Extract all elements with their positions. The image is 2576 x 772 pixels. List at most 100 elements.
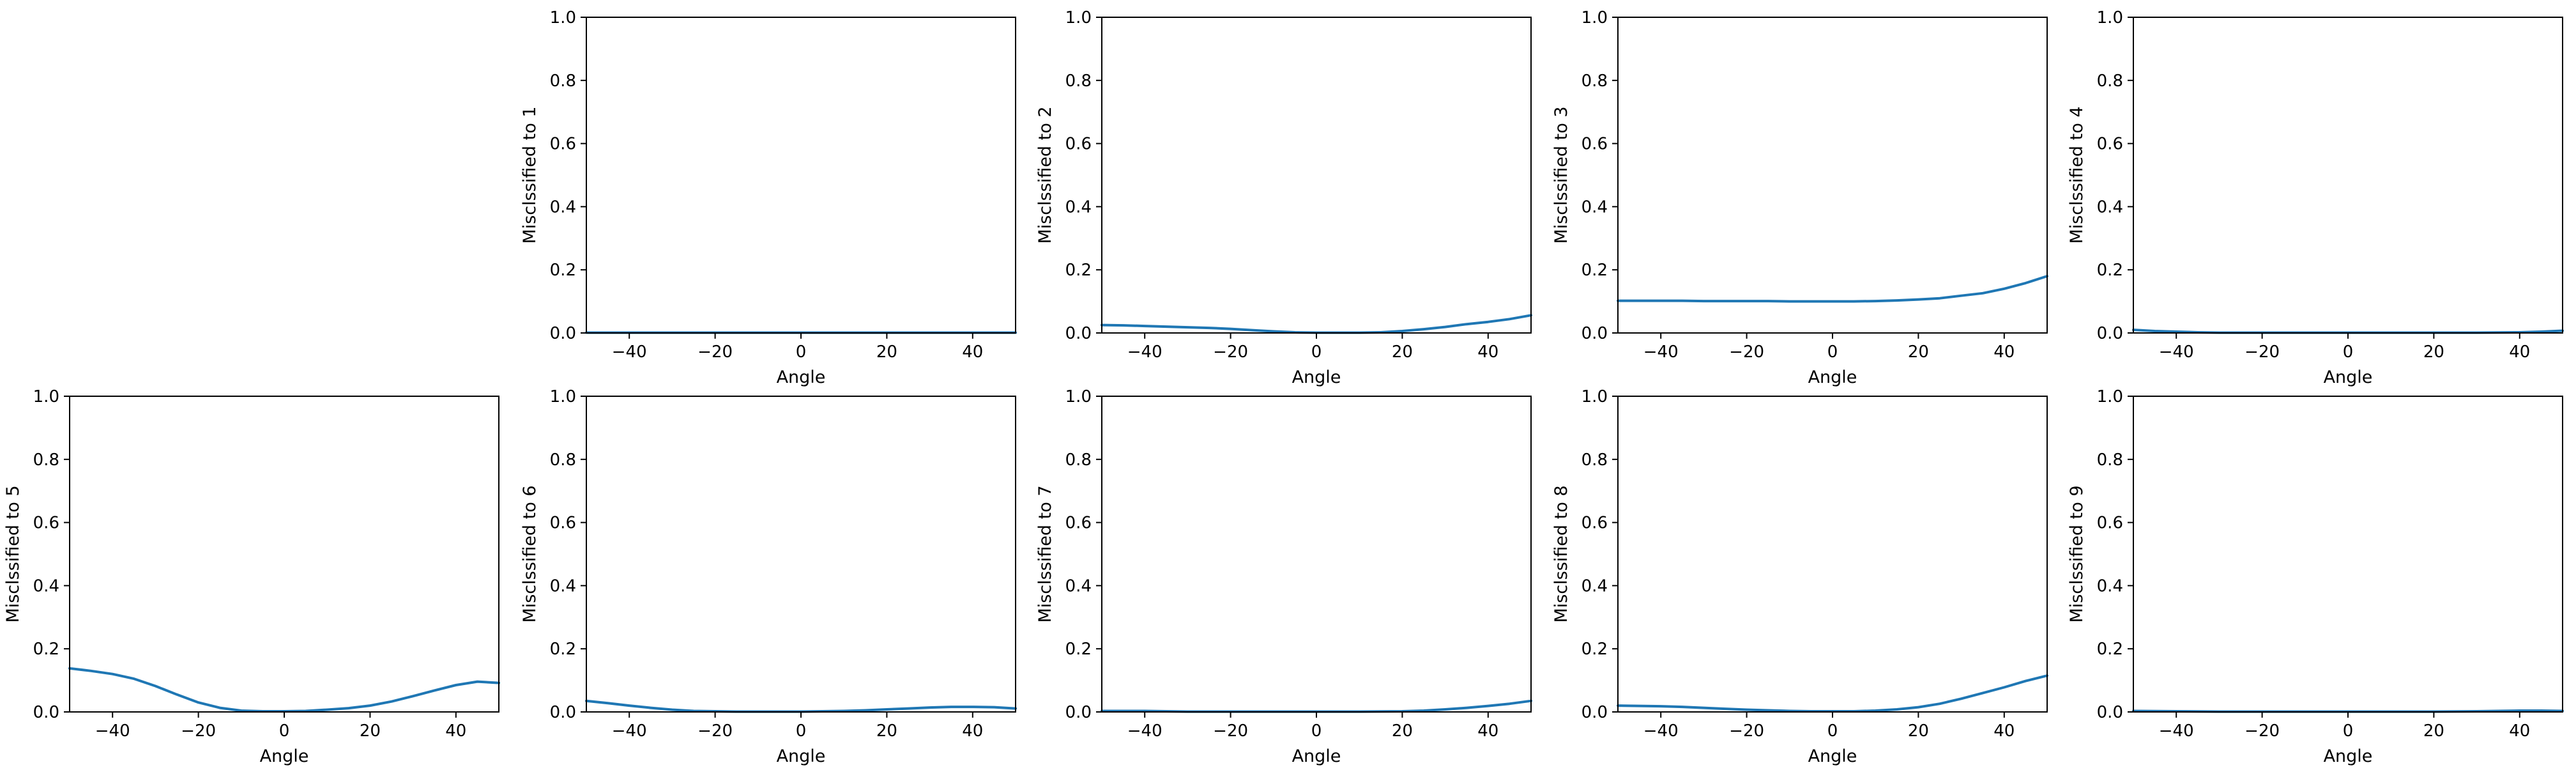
chart-6-y-tick-label: 0.8 [550, 451, 576, 470]
chart-9-axes-frame [2133, 396, 2563, 713]
chart-7-y-tick-label: 0.6 [1065, 514, 1092, 533]
chart-7-axes-frame [1101, 396, 1532, 713]
chart-9-y-tick-label: 0.4 [2097, 576, 2123, 596]
chart-5-y-tick-label: 0.6 [33, 514, 59, 533]
chart-3: −40 −20 0 20 40 0.0 0.2 0.4 0.6 0.8 1.0 Angle Miscls… [1551, 8, 2048, 387]
chart-1-x-tick-label: 0 [796, 343, 807, 362]
chart-1-y-tick-label: 0.0 [550, 324, 576, 343]
chart-7: −40 −20 0 20 40 0.0 0.2 0.4 0.6 0.8 1.0 Angle Miscls… [1035, 387, 1532, 766]
chart-8: −40 −20 0 20 40 0.0 0.2 0.4 0.6 0.8 1.0 Angle Miscls… [1551, 387, 2048, 766]
chart-9-x-tick-label: 0 [2343, 722, 2354, 741]
chart-2-y-tick-label: 0.4 [1065, 197, 1092, 217]
chart-3-series-line [1617, 275, 2048, 303]
chart-9-x-tick-label: 40 [2509, 722, 2530, 741]
chart-6-y-tick-label: 1.0 [550, 387, 576, 406]
chart-7-x-tick-label: 20 [1392, 722, 1413, 741]
chart-5-y-axis-label: Misclssified to 5 [3, 485, 23, 622]
chart-7-y-tick-label: 0.2 [1065, 640, 1092, 659]
chart-3-x-tick-label: 20 [1908, 343, 1929, 362]
chart-5-x-tick-label: 20 [360, 722, 381, 741]
chart-1-x-tick-label: −40 [612, 343, 647, 362]
chart-5-y-tick-label: 0.4 [33, 576, 59, 596]
chart-2-x-tick-label: 40 [1477, 343, 1498, 362]
chart-2-x-tick-label: 20 [1392, 343, 1413, 362]
chart-5-y-tick-label: 0.2 [33, 640, 59, 659]
chart-2-y-tick-label: 0.8 [1065, 72, 1092, 91]
chart-4-x-tick-label: 20 [2423, 343, 2444, 362]
chart-7-series-line [1101, 699, 1532, 713]
chart-4-y-tick-label: 0.0 [2097, 324, 2123, 343]
chart-6-x-tick-label: 40 [962, 722, 983, 741]
chart-5-y-tick-label: 0.8 [33, 451, 59, 470]
chart-4-y-tick-label: 0.4 [2097, 197, 2123, 217]
chart-6-x-tick-label: 0 [796, 722, 807, 741]
chart-4-y-tick-label: 0.8 [2097, 72, 2123, 91]
chart-6-y-axis-label: Misclssified to 6 [520, 485, 540, 622]
chart-1-y-tick-label: 0.6 [550, 135, 576, 154]
chart-9-y-tick-label: 1.0 [2097, 387, 2123, 406]
chart-8-x-tick-label: 20 [1908, 722, 1929, 741]
chart-5-x-tick-label: −40 [95, 722, 130, 741]
chart-9-y-tick-label: 0.6 [2097, 514, 2123, 533]
chart-4-x-tick-label: 40 [2509, 343, 2530, 362]
chart-7-y-tick-label: 0.8 [1065, 451, 1092, 470]
chart-3-x-tick-label: −20 [1729, 343, 1764, 362]
chart-8-y-tick-label: 0.2 [1581, 640, 1608, 659]
chart-3-y-tick-label: 0.8 [1581, 72, 1608, 91]
chart-3-y-tick-label: 0.4 [1581, 197, 1608, 217]
chart-7-x-tick-label: −40 [1127, 722, 1162, 741]
chart-6-y-tick-label: 0.6 [550, 514, 576, 533]
chart-1-x-tick-label: 40 [962, 343, 983, 362]
chart-5-x-tick-label: −20 [181, 722, 216, 741]
chart-2-y-tick-label: 0.6 [1065, 135, 1092, 154]
chart-2-series-line [1101, 314, 1532, 334]
chart-4-y-axis-label: Misclssified to 4 [2067, 106, 2087, 243]
chart-7-x-tick-label: −20 [1213, 722, 1248, 741]
chart-7-x-axis-label: Angle [1292, 746, 1341, 766]
chart-4-y-tick-label: 1.0 [2097, 8, 2123, 27]
chart-8-series-line [1617, 674, 2048, 713]
chart-2-x-tick-label: −40 [1127, 343, 1162, 362]
chart-8-x-tick-label: 40 [1993, 722, 2015, 741]
chart-7-x-tick-label: 0 [1311, 722, 1322, 741]
chart-5-series-line [68, 667, 500, 713]
chart-3-y-tick-label: 1.0 [1581, 8, 1608, 27]
chart-2-axes-frame [1101, 17, 1532, 334]
chart-5-y-tick-label: 1.0 [33, 387, 59, 406]
chart-5-axes-frame [69, 396, 499, 713]
chart-8-y-tick-label: 0.6 [1581, 514, 1608, 533]
chart-8-y-tick-label: 0.0 [1581, 703, 1608, 722]
chart-6-series-line [585, 699, 1017, 713]
chart-5-x-tick-label: 40 [445, 722, 466, 741]
chart-8-x-axis-label: Angle [1808, 746, 1857, 766]
chart-9: −40 −20 0 20 40 0.0 0.2 0.4 0.6 0.8 1.0 Angle Miscls… [2067, 387, 2564, 766]
chart-1-y-tick-label: 0.8 [550, 72, 576, 91]
chart-4-series-line [2132, 328, 2564, 334]
chart-8-x-tick-label: 0 [1827, 722, 1838, 741]
chart-3-axes-frame [1617, 17, 2048, 334]
chart-1-axes-frame [586, 17, 1016, 334]
chart-4-x-axis-label: Angle [2324, 367, 2373, 387]
chart-8-y-tick-label: 0.8 [1581, 451, 1608, 470]
chart-9-x-axis-label: Angle [2324, 746, 2373, 766]
chart-8-axes-frame [1617, 396, 2048, 713]
chart-1: −40 −20 0 20 40 0.0 0.2 0.4 0.6 0.8 1.0 Angle Miscls… [520, 8, 1017, 387]
chart-5-x-axis-label: Angle [260, 746, 309, 766]
chart-2-y-axis-label: Misclssified to 2 [1035, 106, 1055, 243]
chart-4-x-tick-label: 0 [2343, 343, 2354, 362]
chart-1-y-tick-label: 1.0 [550, 8, 576, 27]
chart-9-y-tick-label: 0.0 [2097, 703, 2123, 722]
chart-1-x-tick-label: 20 [876, 343, 897, 362]
chart-3-y-tick-label: 0.6 [1581, 135, 1608, 154]
chart-7-x-tick-label: 40 [1477, 722, 1498, 741]
chart-1-x-tick-label: −20 [697, 343, 733, 362]
chart-1-y-tick-label: 0.2 [550, 261, 576, 280]
chart-2-x-tick-label: 0 [1311, 343, 1322, 362]
chart-4-y-tick-label: 0.2 [2097, 261, 2123, 280]
chart-8-y-axis-label: Misclssified to 8 [1551, 485, 1571, 622]
chart-2-x-tick-label: −20 [1213, 343, 1248, 362]
chart-9-x-tick-label: −40 [2159, 722, 2194, 741]
chart-2-y-tick-label: 0.0 [1065, 324, 1092, 343]
chart-3-x-tick-label: 0 [1827, 343, 1838, 362]
